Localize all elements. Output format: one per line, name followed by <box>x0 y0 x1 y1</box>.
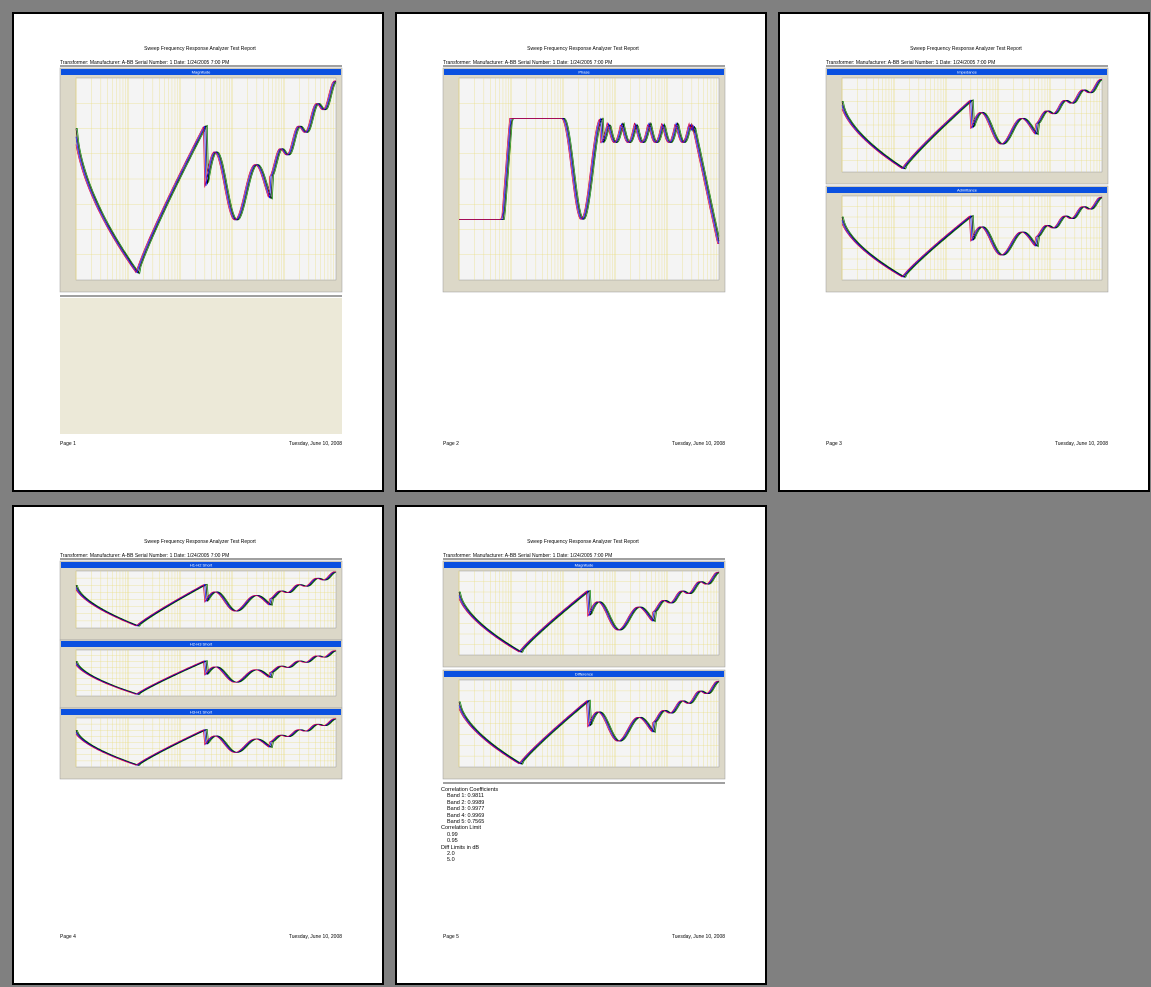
report-page[interactable]: Sweep Frequency Response Analyzer Test R… <box>12 505 384 985</box>
trace <box>75 80 337 274</box>
chart-title-bar <box>827 187 1107 193</box>
chart-title-bar <box>61 562 341 568</box>
page-date: Tuesday, June 10, 2008 <box>672 441 725 447</box>
report-header: Transformer: Manufacturer: A-BB Serial N… <box>60 60 229 66</box>
trace <box>75 80 337 275</box>
page-canvas: Sweep Frequency Response Analyzer Test R… <box>59 539 343 940</box>
trace <box>75 718 336 766</box>
chart-title: Magnitude <box>192 70 211 75</box>
trace <box>75 571 336 627</box>
report-page[interactable]: Sweep Frequency Response Analyzer Test R… <box>395 12 767 492</box>
report-header: Transformer: Manufacturer: A-BB Serial N… <box>443 60 612 66</box>
trace <box>841 196 1103 278</box>
report-title: Sweep Frequency Response Analyzer Test R… <box>527 46 639 52</box>
page-date: Tuesday, June 10, 2008 <box>672 934 725 940</box>
trace <box>458 571 720 653</box>
page-canvas: Sweep Frequency Response Analyzer Test R… <box>442 539 726 940</box>
page-canvas: Sweep Frequency Response Analyzer Test R… <box>442 46 726 447</box>
trace <box>75 718 337 766</box>
page-number: Page 2 <box>443 441 459 447</box>
report-header: Transformer: Manufacturer: A-BB Serial N… <box>826 60 995 66</box>
note-line: Band 3: 0.9977 <box>447 806 485 813</box>
report-page[interactable]: Sweep Frequency Response Analyzer Test R… <box>395 505 767 985</box>
note-line: 0.99 <box>447 831 458 838</box>
page-canvas: Sweep Frequency Response Analyzer Test R… <box>825 46 1109 447</box>
chart-title-bar <box>827 69 1107 75</box>
chart-title: Impedance <box>957 70 978 75</box>
page-number: Page 4 <box>60 934 76 940</box>
chart-title-bar <box>61 709 341 715</box>
trace <box>841 78 1102 169</box>
note-line: 2.0 <box>447 851 455 857</box>
report-page[interactable]: Sweep Frequency Response Analyzer Test R… <box>778 12 1150 492</box>
trace <box>75 80 336 274</box>
report-title: Sweep Frequency Response Analyzer Test R… <box>144 539 256 545</box>
note-line: Band 5: 0.7565 <box>447 819 485 825</box>
chart-title-bar <box>444 562 724 568</box>
legend-box <box>60 298 342 434</box>
trace <box>75 571 337 627</box>
note-line: Correlation Coefficients <box>441 787 499 793</box>
chart-title: Magnitude <box>575 563 594 568</box>
trace <box>841 78 1103 170</box>
note-line: Correlation Limit <box>441 825 482 832</box>
chart-title-bar <box>61 69 341 75</box>
page-date: Tuesday, June 10, 2008 <box>289 441 342 447</box>
chart-title: Phase <box>578 70 590 75</box>
report-title: Sweep Frequency Response Analyzer Test R… <box>527 539 639 545</box>
chart-title: Admittance <box>957 188 978 193</box>
page-date: Tuesday, June 10, 2008 <box>289 934 342 940</box>
trace <box>75 571 337 627</box>
page-canvas: Sweep Frequency Response Analyzer Test R… <box>59 46 343 447</box>
trace <box>841 196 1102 278</box>
trace <box>458 680 719 765</box>
report-header: Transformer: Manufacturer: A-BB Serial N… <box>60 553 229 559</box>
page-date: Tuesday, June 10, 2008 <box>1055 441 1108 447</box>
report-title: Sweep Frequency Response Analyzer Test R… <box>910 46 1022 52</box>
trace <box>459 118 719 244</box>
note-line: Band 2: 0.9989 <box>447 799 485 806</box>
chart-title-bar <box>444 671 724 677</box>
chart-title: H1-H2 Short <box>190 563 213 568</box>
page-number: Page 3 <box>826 441 842 447</box>
trace <box>75 650 336 695</box>
trace <box>75 718 337 766</box>
trace <box>841 79 1103 170</box>
chart-title-bar <box>444 69 724 75</box>
chart-title-bar <box>61 641 341 647</box>
chart-title: Difference <box>575 672 594 677</box>
trace <box>458 571 719 653</box>
chart-title: H2-H3 Short <box>190 642 213 647</box>
page-number: Page 5 <box>443 934 459 940</box>
trace <box>458 680 720 765</box>
trace <box>459 117 720 242</box>
trace <box>75 650 336 695</box>
trace <box>841 196 1103 278</box>
report-title: Sweep Frequency Response Analyzer Test R… <box>144 46 256 52</box>
chart-title: H3-H1 Short <box>190 710 213 715</box>
note-line: Diff Limits in dB <box>441 844 480 851</box>
note-line: 5.0 <box>447 857 455 864</box>
trace <box>458 571 720 653</box>
report-header: Transformer: Manufacturer: A-BB Serial N… <box>443 553 612 559</box>
note-line: 0.95 <box>447 838 458 845</box>
page-number: Page 1 <box>60 441 76 447</box>
trace <box>458 680 720 765</box>
note-line: Band 4: 0.9969 <box>447 812 485 819</box>
report-page[interactable]: Sweep Frequency Response Analyzer Test R… <box>12 12 384 492</box>
note-line: Band 1: 0.9811 <box>447 793 484 800</box>
